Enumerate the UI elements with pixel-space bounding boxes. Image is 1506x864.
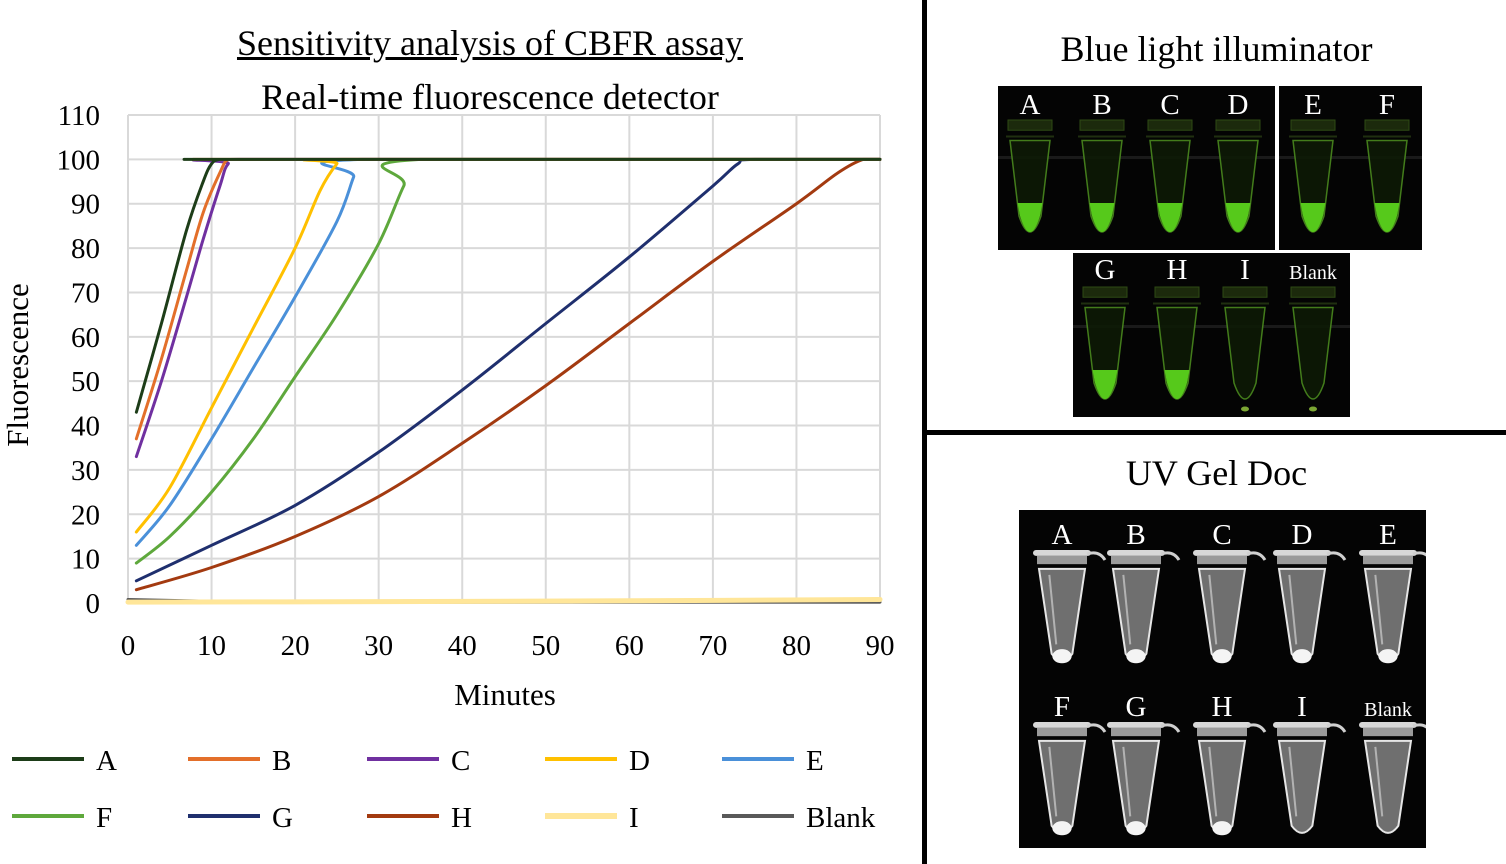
tube-label: C (1212, 519, 1231, 551)
tube-label: D (1292, 519, 1313, 551)
y-tick-label: 60 (71, 322, 100, 354)
blue-photo-row1-left: A B C D (998, 86, 1275, 250)
tube (1153, 286, 1201, 400)
y-axis-label: Fluorescence (0, 283, 35, 447)
tube (1359, 550, 1426, 664)
x-tick-label: 30 (364, 630, 393, 662)
x-tick-label: 10 (197, 630, 226, 662)
tube (1081, 286, 1129, 400)
tube-label: F (1379, 89, 1395, 121)
series-line-b (134, 157, 882, 441)
chart-title: Sensitivity analysis of CBFR assay (236, 23, 744, 63)
blue-panel-title: Blue light illuminator (1060, 29, 1373, 69)
y-tick-label: 110 (58, 100, 100, 132)
x-tick-label: 70 (698, 630, 727, 662)
legend-label-g: G (272, 802, 293, 834)
series-lines (125, 157, 883, 605)
x-tick-label: 50 (531, 630, 560, 662)
legend-label-d: D (629, 745, 650, 777)
tube-label: B (1126, 519, 1145, 551)
legend-label-e: E (806, 745, 824, 777)
tube-label: G (1095, 254, 1116, 286)
x-tick-label: 40 (448, 630, 477, 662)
tube-label: Blank (1364, 699, 1412, 721)
series-line-a (134, 157, 882, 414)
tube (1273, 722, 1347, 834)
legend-label-i: I (629, 802, 639, 834)
chart-gridlines (127, 114, 881, 604)
tube-label: F (1054, 691, 1070, 723)
tube (1078, 119, 1126, 233)
tube (1006, 119, 1054, 233)
tube-label: H (1167, 254, 1188, 286)
y-tick-label: 20 (71, 499, 100, 531)
series-line-g (134, 157, 882, 583)
series-line-d (134, 157, 882, 534)
tube-label: A (1020, 89, 1041, 121)
tube (1033, 550, 1107, 664)
tube-label: Blank (1289, 262, 1337, 284)
legend-label-c: C (451, 745, 470, 777)
tube-label: E (1304, 89, 1322, 121)
horizontal-divider (922, 430, 1506, 435)
blue-photo-row2: G H I Blank (1073, 253, 1350, 417)
tube-label: I (1240, 254, 1250, 286)
legend-label-blank: Blank (806, 802, 876, 834)
series-line-f (134, 157, 882, 565)
series-line-h (134, 157, 882, 592)
y-tick-label: 70 (71, 277, 100, 309)
x-tick-label: 0 (121, 630, 136, 662)
tube-label: D (1228, 89, 1249, 121)
x-axis-label: Minutes (454, 677, 556, 712)
fluorescence-line-chart: 0 10 20 30 40 50 60 70 80 90 0 10 20 30 40 50 60 70 80 90 10… (0, 100, 895, 834)
tube (1146, 119, 1194, 233)
x-tick-label: 20 (281, 630, 310, 662)
tube-label: H (1212, 691, 1233, 723)
tube (1193, 550, 1267, 664)
uv-gel-photo: A B C D E F G H I Blank (1019, 510, 1426, 848)
x-tick-label: 80 (782, 630, 811, 662)
legend-label-f: F (96, 802, 112, 834)
tube-label: I (1297, 691, 1307, 723)
chart-subtitle: Real-time fluorescence detector (261, 77, 719, 117)
tube-label: G (1126, 691, 1147, 723)
tube (1359, 722, 1426, 834)
tube (1107, 550, 1181, 664)
tube (1289, 119, 1337, 233)
tube (1363, 119, 1411, 233)
axis-tick-labels: 0 10 20 30 40 50 60 70 80 90 0 10 20 30 40 50 60 70 80 90 10… (57, 100, 895, 662)
y-tick-label: 0 (86, 588, 101, 620)
y-tick-label: 100 (57, 144, 101, 176)
legend-label-a: A (96, 745, 117, 777)
y-tick-label: 50 (71, 366, 100, 398)
legend-label-h: H (451, 802, 472, 834)
tube (1214, 119, 1262, 233)
x-tick-label: 90 (866, 630, 895, 662)
tube-label: E (1379, 519, 1397, 551)
tube (1273, 550, 1347, 664)
tube (1289, 286, 1337, 412)
y-tick-label: 80 (71, 233, 100, 265)
chart-legend: A B C D E F G H I Blank (12, 745, 876, 834)
x-tick-label: 60 (615, 630, 644, 662)
tube-label: B (1092, 89, 1111, 121)
y-tick-label: 10 (71, 544, 100, 576)
tube (1033, 722, 1107, 836)
uv-panel-title: UV Gel Doc (1125, 453, 1308, 493)
tube-label: A (1052, 519, 1073, 551)
series-line-i (125, 596, 883, 605)
tube (1193, 722, 1267, 836)
y-tick-label: 90 (71, 189, 100, 221)
tube (1107, 722, 1181, 836)
y-tick-label: 40 (71, 411, 100, 443)
y-tick-label: 30 (71, 455, 100, 487)
tube-label: C (1160, 89, 1179, 121)
tube (1221, 286, 1269, 412)
legend-label-b: B (272, 745, 291, 777)
